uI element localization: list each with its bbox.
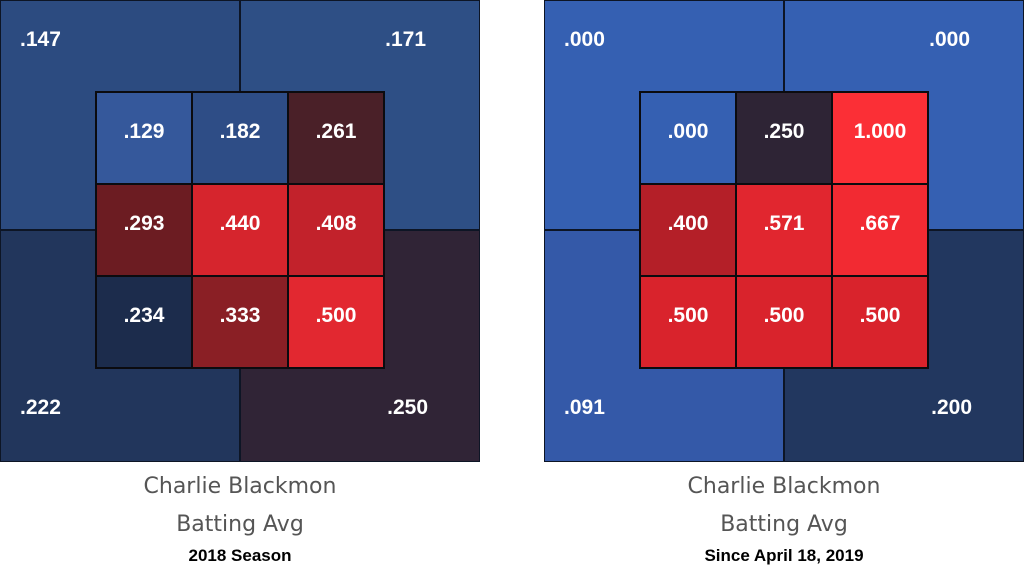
- zone-cell-r2c3-value-right: .667: [860, 212, 901, 235]
- zone-cell-r2c2-right: [735, 183, 833, 277]
- zone-cell-r2c1-left: [95, 183, 193, 277]
- zone-cell-r3c2-value-right: .500: [764, 304, 805, 327]
- zone-cell-r3c1-left: [95, 275, 193, 369]
- zone-cell-r1c1-value-left: .129: [124, 120, 165, 143]
- zone-cell-r2c2-left: [191, 183, 289, 277]
- zone-cell-r2c1-right: [639, 183, 737, 277]
- zone-cell-r3c1-value-left: .234: [124, 304, 165, 327]
- zone-cell-r2c3-left: [287, 183, 385, 277]
- player-name-right: Charlie Blackmon: [687, 474, 881, 499]
- zone-cell-r2c1-value-right: .400: [668, 212, 709, 235]
- outer-zone-top-left-value-right: .000: [564, 28, 605, 51]
- zone-cell-r1c3-left: [287, 91, 385, 185]
- zone-cell-r3c2-right: [735, 275, 833, 369]
- outer-zone-bottom-right-value-right: .200: [931, 396, 972, 419]
- outer-zone-top-right-value-right: .000: [929, 28, 970, 51]
- zone-chart-left: .147 .171 .222 .250 .129 .182 .261 .293 .440 .408…: [0, 0, 480, 462]
- zone-cell-r1c3-right: [831, 91, 929, 185]
- outer-zone-top-right-value-left: .171: [385, 28, 426, 51]
- metric-label-left: Batting Avg: [176, 512, 304, 537]
- metric-label-right: Batting Avg: [720, 512, 848, 537]
- zone-cell-r1c2-left: [191, 91, 289, 185]
- heatmap-panel-left: .147 .171 .222 .250 .129 .182 .261 .293 .440 .408…: [0, 0, 480, 576]
- outer-zone-top-left-value-left: .147: [20, 28, 61, 51]
- zone-cell-r3c3-right: [831, 275, 929, 369]
- zone-cell-r2c2-value-left: .440: [220, 212, 261, 235]
- period-label-left: 2018 Season: [188, 546, 292, 565]
- zone-cell-r1c2-value-right: .250: [764, 120, 805, 143]
- zone-cell-r2c2-value-right: .571: [764, 212, 805, 235]
- player-name-left: Charlie Blackmon: [143, 474, 337, 499]
- zone-cell-r2c3-right: [831, 183, 929, 277]
- zone-cell-r1c2-value-left: .182: [220, 120, 261, 143]
- zone-chart-right: .000 .000 .091 .200 .000 .250 1.000 .400 .571 .66…: [544, 0, 1024, 462]
- zone-cell-r2c1-value-left: .293: [124, 212, 165, 235]
- zone-cell-r1c3-value-left: .261: [316, 120, 357, 143]
- zone-cell-r2c3-value-left: .408: [316, 212, 357, 235]
- outer-zone-bottom-right-value-left: .250: [387, 396, 428, 419]
- outer-zone-bottom-left-value-left: .222: [20, 396, 61, 419]
- zone-cell-r1c1-value-right: .000: [668, 120, 709, 143]
- outer-zone-bottom-left-value-right: .091: [564, 396, 605, 419]
- period-label-right: Since April 18, 2019: [704, 546, 864, 565]
- zone-cell-r3c3-value-left: .500: [316, 304, 357, 327]
- zone-cell-r3c2-left: [191, 275, 289, 369]
- zone-cell-r3c1-right: [639, 275, 737, 369]
- zone-cell-r3c3-left: [287, 275, 385, 369]
- zone-cell-r3c3-value-right: .500: [860, 304, 901, 327]
- zone-cell-r3c1-value-right: .500: [668, 304, 709, 327]
- zone-cell-r1c3-value-right: 1.000: [854, 120, 907, 143]
- zone-cell-r3c2-value-left: .333: [220, 304, 261, 327]
- heatmap-panel-right: .000 .000 .091 .200 .000 .250 1.000 .400 .571 .66…: [544, 0, 1024, 576]
